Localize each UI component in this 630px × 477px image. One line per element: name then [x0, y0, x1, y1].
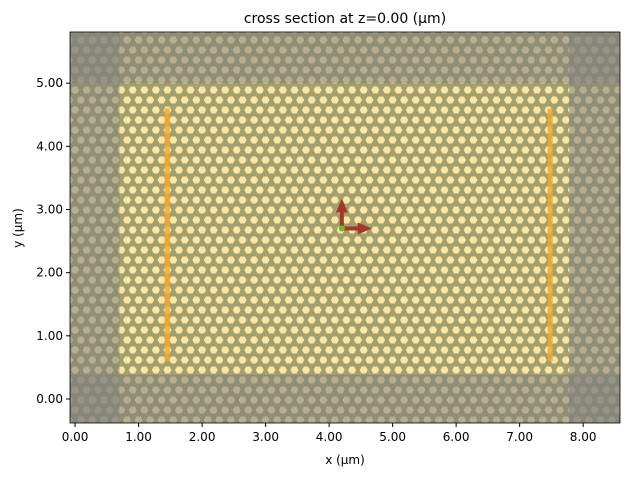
x-tick-label: 8.00	[570, 430, 597, 444]
source-arrowhead-x	[357, 222, 372, 235]
source-arrowhead-y	[335, 198, 348, 213]
x-tick-label: 2.00	[189, 430, 216, 444]
y-axis-label: y (μm)	[11, 208, 25, 248]
x-tick-label: 7.00	[506, 430, 533, 444]
y-tick-label: 4.00	[36, 139, 63, 153]
pml-region	[70, 32, 620, 84]
y-tick-label: 3.00	[36, 202, 63, 216]
x-tick-label: 0.00	[62, 430, 89, 444]
monitor	[547, 108, 553, 362]
x-tick-label: 1.00	[125, 430, 152, 444]
y-tick-label: 2.00	[36, 266, 63, 280]
axes-frame	[69, 31, 621, 424]
monitor	[164, 108, 170, 362]
y-tick-label: 1.00	[36, 329, 63, 343]
y-tick-label: 5.00	[36, 76, 63, 90]
y-tick-label: 0.00	[36, 392, 63, 406]
source-point	[338, 225, 345, 232]
x-tick-label: 3.00	[252, 430, 279, 444]
x-axis-label: x (μm)	[325, 453, 365, 467]
chart-title: cross section at z=0.00 (μm)	[244, 11, 446, 27]
x-tick-label: 5.00	[379, 430, 406, 444]
x-tick-label: 6.00	[443, 430, 470, 444]
plot-area	[70, 32, 620, 423]
pml-region	[569, 32, 620, 423]
pml-region	[70, 32, 120, 423]
x-tick-label: 4.00	[316, 430, 343, 444]
pml-region	[70, 374, 620, 423]
